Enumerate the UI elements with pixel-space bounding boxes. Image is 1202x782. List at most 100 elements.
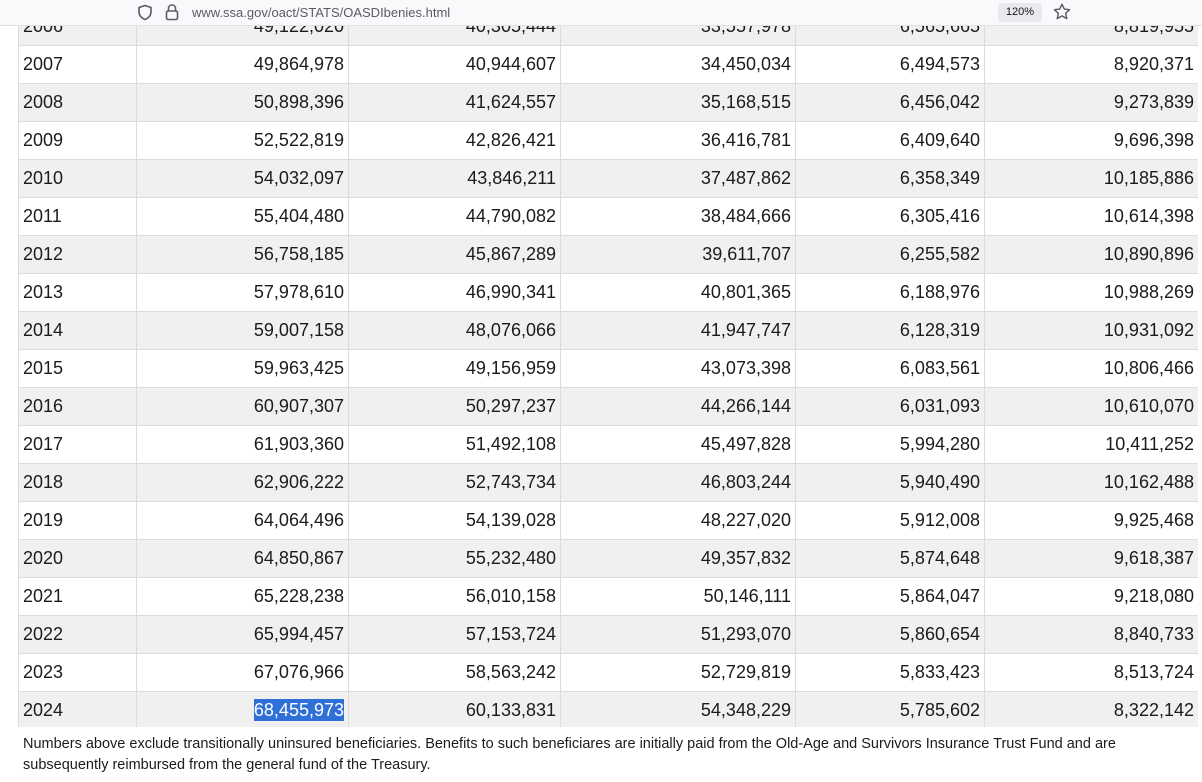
value-cell: 68,455,973 <box>136 691 349 727</box>
value-cell: 40,944,607 <box>348 45 561 84</box>
table-row: 2012 56,758,185 45,867,289 39,611,707 6,255,… <box>18 235 1198 274</box>
value-cell: 44,266,144 <box>560 387 796 426</box>
table-row: 2011 55,404,480 44,790,082 38,484,666 6,305,… <box>18 197 1198 236</box>
value-cell: 5,994,280 <box>795 425 985 464</box>
value-cell: 10,162,488 <box>984 463 1198 502</box>
star-icon[interactable] <box>1052 2 1072 22</box>
value-cell: 33,557,978 <box>560 26 796 46</box>
year-cell: 2017 <box>18 425 137 464</box>
year-cell: 2014 <box>18 311 137 350</box>
value-cell: 6,494,573 <box>795 45 985 84</box>
value-cell: 65,994,457 <box>136 615 349 654</box>
table-row: 2016 60,907,307 50,297,237 44,266,144 6,031,… <box>18 387 1198 426</box>
value-cell: 59,007,158 <box>136 311 349 350</box>
value-cell: 10,931,092 <box>984 311 1198 350</box>
value-cell: 55,232,480 <box>348 539 561 578</box>
value-cell: 62,906,222 <box>136 463 349 502</box>
value-cell: 37,487,862 <box>560 159 796 198</box>
value-cell: 6,188,976 <box>795 273 985 312</box>
year-cell: 2009 <box>18 121 137 160</box>
value-cell: 64,064,496 <box>136 501 349 540</box>
year-cell: 2023 <box>18 653 137 692</box>
value-cell: 5,874,648 <box>795 539 985 578</box>
value-cell: 6,255,582 <box>795 235 985 274</box>
value-cell: 6,565,665 <box>795 26 985 46</box>
value-cell: 5,785,602 <box>795 691 985 727</box>
value-cell: 6,031,093 <box>795 387 985 426</box>
value-cell: 54,032,097 <box>136 159 349 198</box>
value-cell: 6,409,640 <box>795 121 985 160</box>
value-cell: 10,610,070 <box>984 387 1198 426</box>
value-cell: 67,076,966 <box>136 653 349 692</box>
table-row: 2022 65,994,457 57,153,724 51,293,070 5,860,… <box>18 615 1198 654</box>
year-cell: 2016 <box>18 387 137 426</box>
value-cell: 64,850,867 <box>136 539 349 578</box>
year-cell: 2013 <box>18 273 137 312</box>
value-cell: 6,358,349 <box>795 159 985 198</box>
value-cell: 8,840,733 <box>984 615 1198 654</box>
zoom-level-badge[interactable]: 120% <box>998 3 1042 22</box>
year-cell: 2010 <box>18 159 137 198</box>
value-cell: 52,522,819 <box>136 121 349 160</box>
value-cell: 41,947,747 <box>560 311 796 350</box>
value-cell: 6,083,561 <box>795 349 985 388</box>
value-cell: 5,940,490 <box>795 463 985 502</box>
table-row: 2018 62,906,222 52,743,734 46,803,244 5,940,… <box>18 463 1198 502</box>
beneficiaries-table-container: 2006 49,122,020 40,305,444 33,557,978 6,565,… <box>18 26 1198 727</box>
value-cell: 9,696,398 <box>984 121 1198 160</box>
value-cell: 10,806,466 <box>984 349 1198 388</box>
value-cell: 38,484,666 <box>560 197 796 236</box>
value-cell: 43,846,211 <box>348 159 561 198</box>
value-cell: 57,978,610 <box>136 273 349 312</box>
value-cell: 8,920,371 <box>984 45 1198 84</box>
table-row: 2009 52,522,819 42,826,421 36,416,781 6,409,… <box>18 121 1198 160</box>
value-cell: 49,156,959 <box>348 349 561 388</box>
value-cell: 40,305,444 <box>348 26 561 46</box>
value-cell: 57,153,724 <box>348 615 561 654</box>
beneficiaries-table: 2006 49,122,020 40,305,444 33,557,978 6,565,… <box>18 26 1198 727</box>
value-cell: 49,864,978 <box>136 45 349 84</box>
value-cell: 9,618,387 <box>984 539 1198 578</box>
value-cell: 48,076,066 <box>348 311 561 350</box>
table-row: 2010 54,032,097 43,846,211 37,487,862 6,358,… <box>18 159 1198 198</box>
value-cell: 9,925,468 <box>984 501 1198 540</box>
value-cell: 9,273,839 <box>984 83 1198 122</box>
selected-text[interactable]: 68,455,973 <box>253 699 344 721</box>
value-cell: 56,010,158 <box>348 577 561 616</box>
value-cell: 35,168,515 <box>560 83 796 122</box>
value-cell: 45,867,289 <box>348 235 561 274</box>
value-cell: 54,348,229 <box>560 691 796 727</box>
value-cell: 10,890,896 <box>984 235 1198 274</box>
value-cell: 8,513,724 <box>984 653 1198 692</box>
value-cell: 6,456,042 <box>795 83 985 122</box>
value-cell: 58,563,242 <box>348 653 561 692</box>
value-cell: 5,912,008 <box>795 501 985 540</box>
year-cell: 2006 <box>18 26 137 46</box>
year-cell: 2012 <box>18 235 137 274</box>
table-row: 2021 65,228,238 56,010,158 50,146,111 5,864,… <box>18 577 1198 616</box>
shield-icon[interactable] <box>137 4 153 21</box>
value-cell: 40,801,365 <box>560 273 796 312</box>
lock-icon[interactable] <box>165 3 179 21</box>
value-cell: 46,990,341 <box>348 273 561 312</box>
value-cell: 52,729,819 <box>560 653 796 692</box>
value-cell: 42,826,421 <box>348 121 561 160</box>
table-row: 2013 57,978,610 46,990,341 40,801,365 6,188,… <box>18 273 1198 312</box>
year-cell: 2008 <box>18 83 137 122</box>
value-cell: 45,497,828 <box>560 425 796 464</box>
value-cell: 50,898,396 <box>136 83 349 122</box>
table-row: 2008 50,898,396 41,624,557 35,168,515 6,456,… <box>18 83 1198 122</box>
value-cell: 59,963,425 <box>136 349 349 388</box>
year-cell: 2007 <box>18 45 137 84</box>
value-cell: 51,293,070 <box>560 615 796 654</box>
value-cell: 65,228,238 <box>136 577 349 616</box>
table-row: 2019 64,064,496 54,139,028 48,227,020 5,912,… <box>18 501 1198 540</box>
url-text[interactable]: www.ssa.gov/oact/STATS/OASDIbenies.html <box>192 5 451 20</box>
value-cell: 60,133,831 <box>348 691 561 727</box>
table-row: 2007 49,864,978 40,944,607 34,450,034 6,494,… <box>18 45 1198 84</box>
value-cell: 10,185,886 <box>984 159 1198 198</box>
value-cell: 56,758,185 <box>136 235 349 274</box>
year-cell: 2024 <box>18 691 137 727</box>
year-cell: 2020 <box>18 539 137 578</box>
table-row: 2024 68,455,973 60,133,831 54,348,229 5,785,… <box>18 691 1198 727</box>
